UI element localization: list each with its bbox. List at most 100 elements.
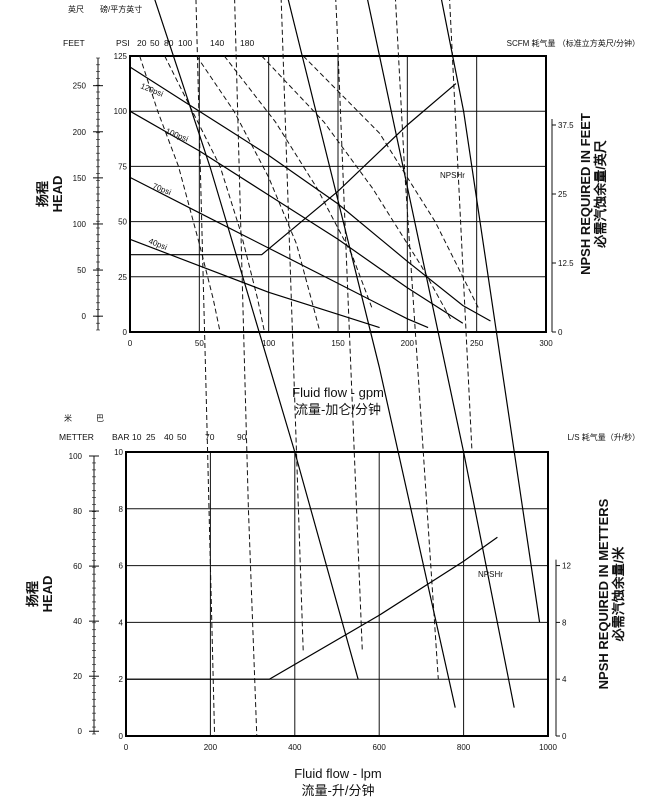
air-consumption-curve	[280, 0, 304, 651]
air-consumption-curve	[164, 55, 265, 333]
chart-1: 125100755025025020015010050037.52512.500…	[35, 4, 640, 417]
x-tick-label: 800	[457, 743, 471, 752]
y-outer-tick-label: 100	[73, 220, 87, 229]
air-consumption-curve	[195, 0, 216, 737]
npsh-tick-label: 37.5	[558, 121, 574, 130]
npsh-curve	[130, 83, 457, 256]
air-tick-label: 180	[240, 38, 254, 48]
y-outer-tick-label: 150	[73, 174, 87, 183]
x-tick-label: 150	[331, 339, 345, 348]
x-tick-label: 200	[204, 743, 218, 752]
y-inner-tick-label: 6	[119, 562, 124, 571]
air-consumption-curve	[261, 55, 453, 322]
npsh-tick-label: 0	[562, 732, 567, 741]
air-tick-label: 70	[205, 432, 215, 442]
pressure-label: BAR	[112, 432, 129, 442]
y-outer-tick-label: 20	[73, 672, 82, 681]
npsh-axis-label-cn: 必需汽蚀余量/米	[611, 546, 626, 643]
npsh-tick-label: 25	[558, 190, 567, 199]
npsh-tick-label: 12	[562, 562, 571, 571]
air-consumption-curve	[234, 0, 258, 737]
npsh-tick-label: 12.5	[558, 259, 574, 268]
air-consumption-curve	[196, 55, 321, 333]
y-outer-tick-label: 100	[69, 452, 83, 461]
x-tick-label: 300	[539, 339, 553, 348]
y-outer-tick-label: 40	[73, 617, 82, 626]
air-consumption-curve	[223, 55, 374, 311]
y-outer-tick-label: 60	[73, 562, 82, 571]
plot-frame	[125, 451, 549, 737]
npsh-axis-label: NPSH REQUIRED IN METTERS	[596, 498, 611, 689]
npsh-curve-label: NPSHr	[440, 171, 465, 180]
y-axis-label-cn: 扬程	[35, 181, 50, 207]
head-curve	[129, 66, 491, 322]
y-inner-tick-label: 0	[123, 328, 128, 337]
air-consumption-label: L/S 耗气量（升/秒）	[568, 432, 640, 442]
npsh-axis-label-cn: 必需汽蚀余量/英尺	[593, 140, 608, 249]
x-axis-label-cn: 流量-升/分钟	[302, 783, 375, 798]
air-consumption-curve	[302, 55, 480, 311]
head-curve	[129, 176, 429, 329]
x-tick-label: 400	[288, 743, 302, 752]
pressure-cn-label: 磅/平方英寸	[100, 4, 142, 14]
y-inner-tick-label: 2	[119, 675, 124, 684]
y-axis-label-cn: 扬程	[25, 581, 40, 607]
y-inner-tick-label: 50	[118, 218, 127, 227]
npsh-curve-label: NPSHr	[478, 570, 503, 579]
pressure-curve-label: 100psi	[164, 127, 189, 144]
y-inner-tick-label: 25	[118, 273, 127, 282]
feet-cn-label: 英尺	[68, 4, 84, 14]
air-tick-label: 100	[178, 38, 192, 48]
y-inner-tick-label: 0	[119, 732, 124, 741]
air-consumption-label: SCFM 耗气量 （标准立方英尺/分钟）	[507, 38, 640, 48]
x-axis-label: Fluid flow - lpm	[294, 766, 381, 781]
x-tick-label: 50	[195, 339, 204, 348]
head-curve	[440, 0, 541, 623]
y-outer-tick-label: 200	[73, 128, 87, 137]
air-tick-label: 50	[150, 38, 160, 48]
x-tick-label: 0	[128, 339, 133, 348]
x-tick-label: 250	[470, 339, 484, 348]
y-outer-tick-label: 80	[73, 507, 82, 516]
feet-cn-label: 米	[64, 413, 72, 423]
npsh-tick-label: 0	[558, 328, 563, 337]
feet-label: FEET	[63, 38, 85, 48]
air-tick-label: 90	[237, 432, 247, 442]
head-curve	[129, 110, 464, 324]
x-tick-label: 0	[124, 743, 129, 752]
air-tick-label: 25	[146, 432, 156, 442]
x-tick-label: 1000	[539, 743, 557, 752]
y-inner-tick-label: 8	[119, 505, 124, 514]
y-inner-tick-label: 75	[118, 162, 127, 171]
y-outer-tick-label: 250	[73, 82, 87, 91]
head-curve	[154, 0, 359, 680]
air-tick-label: 50	[177, 432, 187, 442]
npsh-tick-label: 8	[562, 618, 567, 627]
pressure-label: PSI	[116, 38, 130, 48]
air-tick-label: 20	[137, 38, 147, 48]
npsh-tick-label: 4	[562, 675, 567, 684]
y-outer-tick-label: 0	[82, 312, 87, 321]
head-curve	[287, 0, 456, 708]
npsh-curve	[126, 536, 498, 680]
air-tick-label: 40	[164, 432, 174, 442]
y-inner-tick-label: 10	[114, 448, 123, 457]
air-consumption-curve	[335, 0, 363, 651]
y-outer-tick-label: 0	[78, 727, 83, 736]
feet-label: METTER	[59, 432, 94, 442]
x-tick-label: 600	[373, 743, 387, 752]
x-axis-label-cn: 流量-加仑/分钟	[295, 402, 381, 417]
head-curve	[367, 0, 515, 708]
pressure-curve-label: 120psi	[139, 82, 164, 99]
air-tick-label: 10	[132, 432, 142, 442]
pressure-cn-label: 巴	[96, 414, 104, 423]
x-tick-label: 200	[401, 339, 415, 348]
y-axis-label: HEAD	[40, 576, 55, 613]
head-curve	[129, 238, 380, 329]
x-axis-label: Fluid flow - gpm	[292, 385, 384, 400]
pressure-curve-label: 70psi	[151, 182, 172, 198]
y-inner-tick-label: 125	[114, 52, 128, 61]
y-outer-tick-label: 50	[77, 266, 86, 275]
